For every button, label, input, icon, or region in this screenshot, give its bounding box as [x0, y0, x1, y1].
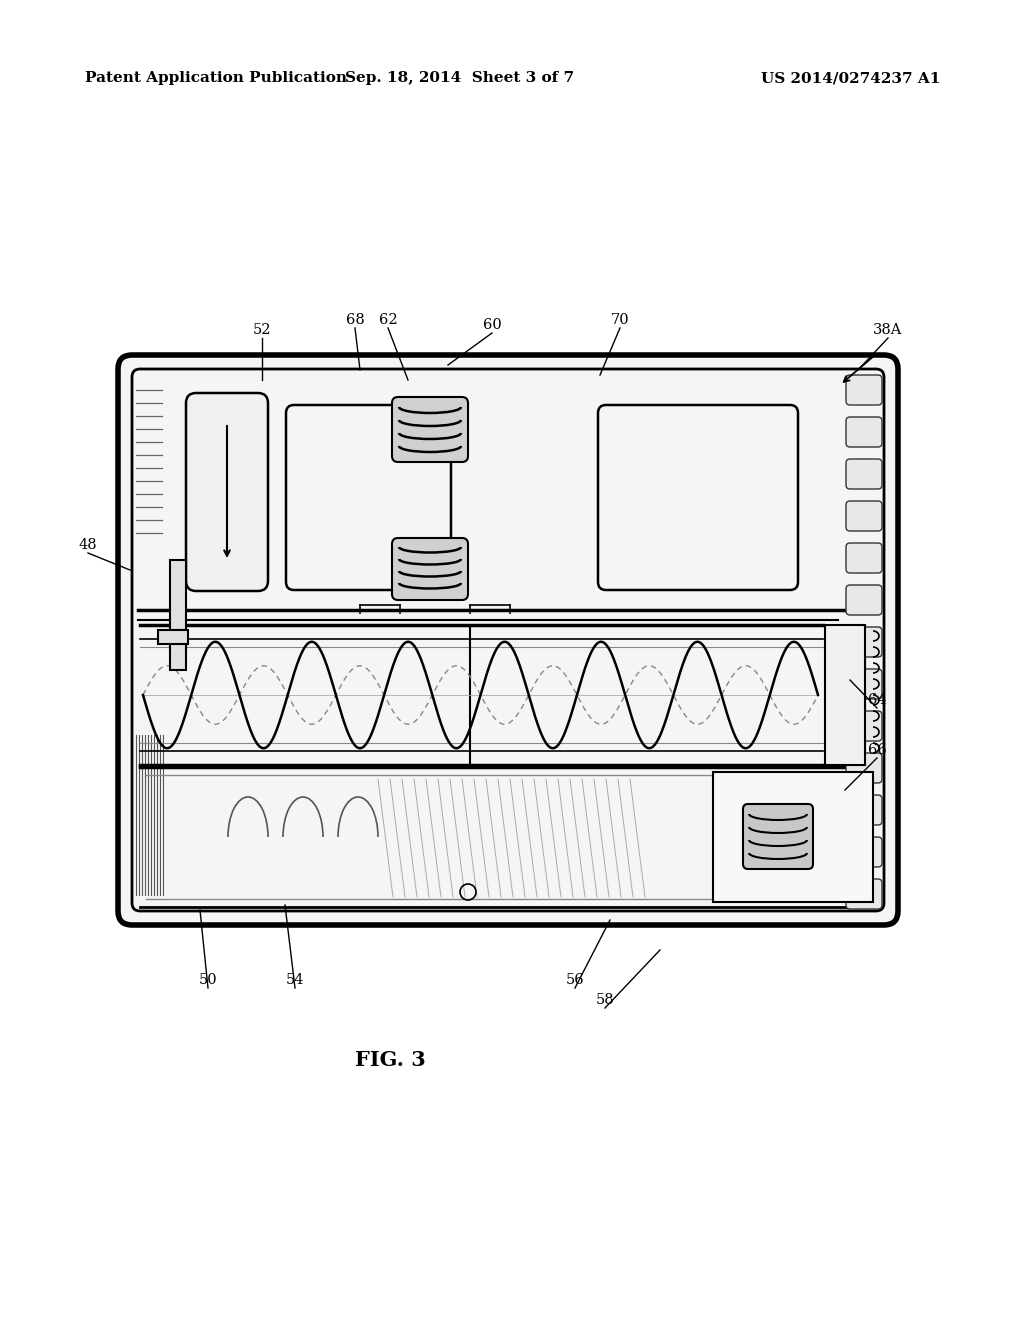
FancyBboxPatch shape	[392, 397, 468, 462]
Text: 56: 56	[565, 973, 585, 987]
FancyBboxPatch shape	[598, 405, 798, 590]
Text: 48: 48	[79, 539, 97, 552]
FancyBboxPatch shape	[846, 669, 882, 700]
Text: 50: 50	[199, 973, 217, 987]
FancyBboxPatch shape	[846, 711, 882, 741]
FancyBboxPatch shape	[392, 539, 468, 601]
FancyBboxPatch shape	[846, 795, 882, 825]
Text: Sep. 18, 2014  Sheet 3 of 7: Sep. 18, 2014 Sheet 3 of 7	[345, 71, 574, 84]
FancyBboxPatch shape	[118, 355, 898, 925]
FancyBboxPatch shape	[846, 417, 882, 447]
FancyBboxPatch shape	[846, 627, 882, 657]
Text: US 2014/0274237 A1: US 2014/0274237 A1	[761, 71, 940, 84]
FancyBboxPatch shape	[846, 752, 882, 783]
Text: 64: 64	[867, 693, 887, 708]
FancyBboxPatch shape	[846, 585, 882, 615]
FancyBboxPatch shape	[186, 393, 268, 591]
Bar	[825, 624, 865, 766]
Bar	[170, 630, 186, 671]
Text: 70: 70	[610, 313, 630, 327]
FancyBboxPatch shape	[846, 502, 882, 531]
Text: 68: 68	[346, 313, 365, 327]
FancyBboxPatch shape	[846, 543, 882, 573]
FancyBboxPatch shape	[846, 459, 882, 488]
Text: 62: 62	[379, 313, 397, 327]
Bar	[170, 560, 186, 649]
Text: FIG. 3: FIG. 3	[354, 1049, 425, 1071]
FancyBboxPatch shape	[846, 837, 882, 867]
Text: 38A: 38A	[873, 323, 903, 337]
Bar	[713, 772, 873, 902]
FancyBboxPatch shape	[286, 405, 451, 590]
Text: 58: 58	[596, 993, 614, 1007]
Text: 66: 66	[867, 743, 887, 756]
Text: Patent Application Publication: Patent Application Publication	[85, 71, 347, 84]
Text: 54: 54	[286, 973, 304, 987]
FancyBboxPatch shape	[743, 804, 813, 869]
FancyBboxPatch shape	[846, 879, 882, 909]
FancyBboxPatch shape	[846, 375, 882, 405]
Text: 52: 52	[253, 323, 271, 337]
Text: 60: 60	[482, 318, 502, 333]
Bar	[158, 630, 188, 644]
